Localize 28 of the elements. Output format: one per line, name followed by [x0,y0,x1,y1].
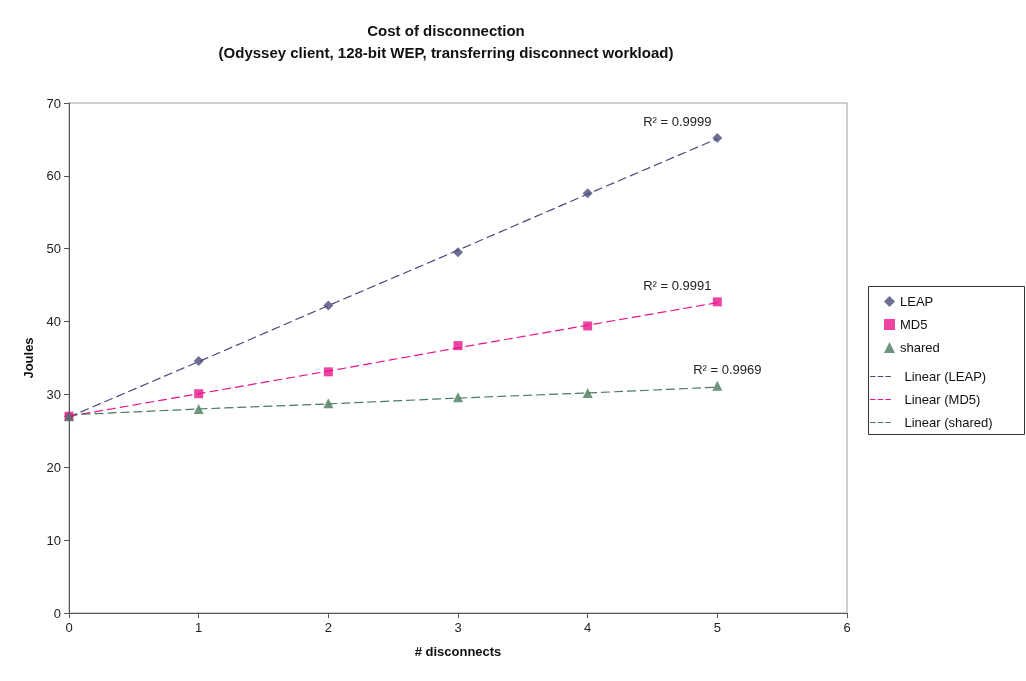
legend-label: Linear (shared) [904,415,993,430]
annotation: R² = 0.9999 [643,113,712,129]
legend-label: MD5 [900,317,928,332]
x-tick-label: 2 [324,620,332,635]
y-tick-label: 20 [46,459,61,475]
chart-title: Cost of disconnection [367,21,525,39]
y-axis-title: Joules [21,337,36,379]
y-tick-label: 70 [46,95,61,111]
x-tick-label: 6 [843,620,851,635]
legend-label: Linear (LEAP) [904,369,987,384]
y-tick-label: 30 [46,386,61,402]
y-tick-label: 40 [46,314,61,330]
chart-subtitle: (Odyssey client, 128-bit WEP, transferring disconnect workload) [218,43,674,61]
x-tick-label: 3 [454,620,462,635]
legend-label: shared [900,340,940,355]
legend-label: LEAP [900,294,934,309]
annotation: R² = 0.9969 [693,362,762,378]
legend-label: Linear (MD5) [904,392,981,407]
y-tick-label: 10 [46,532,61,548]
x-tick-label: 1 [195,620,203,635]
y-tick-label: 0 [53,605,61,621]
annotation: R² = 0.9991 [643,277,712,293]
x-tick-label: 5 [713,620,721,635]
x-axis-title: # disconnects [414,644,502,659]
x-tick-label: 0 [65,620,73,635]
x-tick-label: 4 [584,620,592,635]
y-tick-label: 50 [46,241,61,257]
y-tick-label: 60 [46,168,61,184]
